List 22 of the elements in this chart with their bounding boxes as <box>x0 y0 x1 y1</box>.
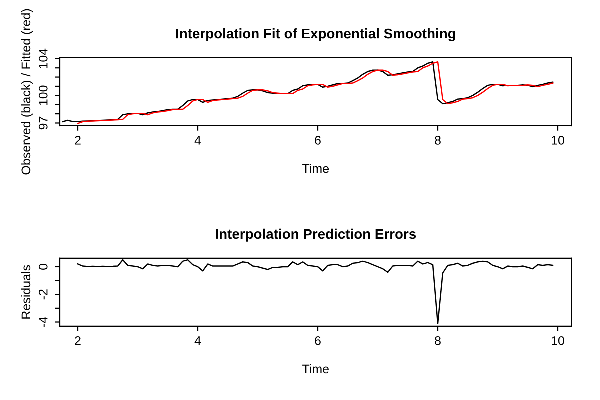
x-tick-label: 6 <box>315 136 321 145</box>
y-tick-label: -2 <box>38 290 48 300</box>
chart-title: Interpolation Fit of Exponential Smoothing <box>176 28 456 42</box>
y-tick-label: 104 <box>38 48 48 68</box>
y-tick-label: -4 <box>39 317 48 328</box>
x-tick-label: 4 <box>194 336 202 346</box>
x-tick-label: 2 <box>75 136 81 145</box>
x-axis-title: Time <box>302 364 329 374</box>
y-tick-label: 100 <box>38 86 48 106</box>
x-tick-label: 10 <box>552 136 564 145</box>
x-tick-label: 2 <box>75 336 81 346</box>
chart-title: Interpolation Prediction Errors <box>216 228 416 242</box>
x-tick-label: 4 <box>194 136 202 145</box>
x-axis-title: Time <box>302 164 329 174</box>
x-tick-label: 6 <box>315 336 321 346</box>
y-tick-label: 97 <box>38 116 48 130</box>
y-axis-title: Observed (black) / Fitted (red) <box>21 9 34 175</box>
x-tick-label: 8 <box>435 136 441 145</box>
y-tick-label: 0 <box>38 264 48 270</box>
y-axis-title: Residuals <box>21 265 31 319</box>
x-tick-label: 10 <box>552 336 564 346</box>
x-tick-label: 8 <box>435 336 441 346</box>
